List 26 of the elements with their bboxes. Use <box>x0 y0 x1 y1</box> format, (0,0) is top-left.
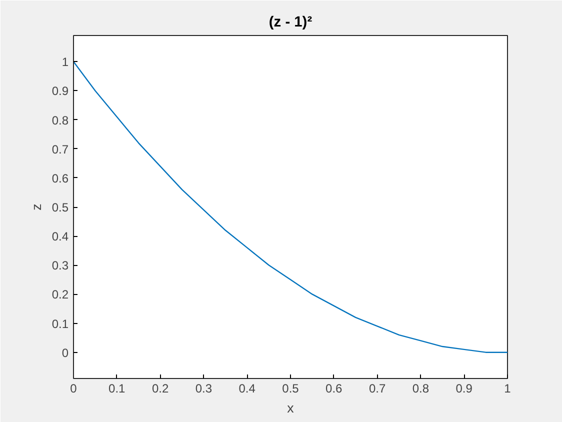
x-tick-label: 0.5 <box>282 382 300 396</box>
y-tick-label: 0 <box>62 346 69 360</box>
x-tick-label: 0.3 <box>195 382 212 396</box>
x-tick-label: 0.8 <box>412 382 430 396</box>
x-tick-label: 0.4 <box>238 382 256 396</box>
chart-title: (z - 1)² <box>268 14 312 30</box>
y-axis-title: z <box>28 204 44 210</box>
y-tick-label: 0.5 <box>52 200 69 214</box>
x-tick-label: 0.6 <box>326 382 343 396</box>
x-tick-label: 0.7 <box>368 382 386 396</box>
y-tick-label: 0.4 <box>52 230 69 244</box>
y-tick-label: 0.1 <box>52 316 69 331</box>
y-tick-label: 0.6 <box>52 171 69 186</box>
y-tick-label: 0.2 <box>52 288 69 302</box>
x-tick-label: 1 <box>504 382 512 396</box>
line-series <box>74 61 508 353</box>
y-tick-label: 0.7 <box>52 142 69 156</box>
x-axis-title: x <box>287 400 294 416</box>
x-tick-label: 0 <box>70 382 78 396</box>
x-tick-label: 0.1 <box>108 382 126 396</box>
y-tick-label: 0.9 <box>52 84 69 98</box>
y-tick-label: 0.8 <box>52 113 69 128</box>
y-tick-label: 0.3 <box>52 258 69 273</box>
x-tick-label: 0.2 <box>152 382 169 396</box>
y-tick-label: 1 <box>62 55 69 70</box>
x-tick-label: 0.9 <box>456 382 473 396</box>
